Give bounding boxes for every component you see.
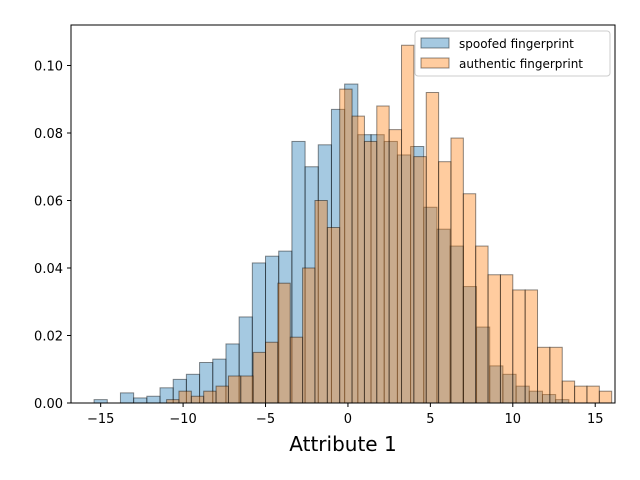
bar-series-1-3 [133,397,148,404]
bar-series-2-20 [401,44,415,404]
bar-series-2-14 [326,227,341,404]
bar-series-2-12 [302,267,316,404]
y-tick-label: 0.04 [34,262,63,277]
x-axis-label: Attribute 1 [289,432,396,456]
bar-series-2-23 [438,161,452,404]
bar-series-2-21 [413,156,427,404]
bar-series-2-2 [178,390,192,404]
bar-series-2-33 [561,380,576,404]
y-axis-ticks: 0.00 0.02 0.04 0.06 0.08 0.10 [34,60,71,412]
bar-series-2-9 [265,341,279,404]
bar-series-2-18 [376,105,390,404]
bar-series-2-27 [487,274,501,404]
x-tick-label: 15 [587,412,604,427]
bar-series-2-29 [512,289,526,404]
legend-box [414,30,611,77]
x-axis-ticks: −15 −10 −5 0 5 10 15 [87,403,604,427]
bar-series-2-34 [574,385,588,404]
bar-series-2-6 [227,375,242,404]
x-tick-label: −10 [169,412,196,427]
legend: spoofed fingerprint authentic fingerprint [414,30,611,77]
x-tick-label: −15 [87,412,114,427]
legend-swatch-1 [420,37,450,49]
legend-label-1: spoofed fingerprint [459,37,574,51]
bar-series-2-28 [499,274,514,404]
bar-series-2-15 [339,88,353,404]
bar-series-2-35 [586,385,600,404]
bar-series-2-31 [537,346,551,404]
series-1 [93,83,570,404]
x-tick-label: −5 [256,412,275,427]
bars-layer [93,44,613,404]
bar-series-2-7 [240,375,254,404]
x-tick-label: 0 [344,412,352,427]
bar-series-2-22 [425,92,440,404]
bar-series-2-17 [363,140,378,404]
bar-series-2-24 [450,137,464,404]
y-tick-label: 0.10 [34,60,63,75]
bar-series-2-26 [475,245,489,404]
bar-series-1-2 [119,392,135,404]
axes-frame [70,24,616,404]
bar-series-1-4 [146,395,161,404]
x-tick-label: 10 [505,412,522,427]
legend-swatch-2 [420,57,450,69]
bar-series-2-36 [598,390,613,404]
bar-series-2-19 [388,129,403,404]
y-tick-label: 0.00 [34,397,63,412]
bar-series-2-25 [462,193,477,404]
bar-series-2-30 [524,289,539,404]
legend-label-2: authentic fingerprint [459,57,583,71]
bar-series-2-10 [277,282,291,404]
bar-series-2-13 [314,200,328,404]
bar-series-2-4 [203,390,217,404]
x-tick-label: 5 [426,412,434,427]
bar-series-2-32 [549,346,563,404]
bar-series-2-8 [252,351,267,404]
bar-series-2-16 [351,115,365,404]
y-tick-label: 0.02 [34,330,63,345]
series-2 [166,44,613,404]
y-tick-label: 0.06 [34,195,63,210]
y-tick-label: 0.08 [34,127,63,142]
bar-series-2-11 [289,336,304,404]
bar-series-2-3 [190,395,205,404]
bar-series-2-5 [215,385,229,404]
